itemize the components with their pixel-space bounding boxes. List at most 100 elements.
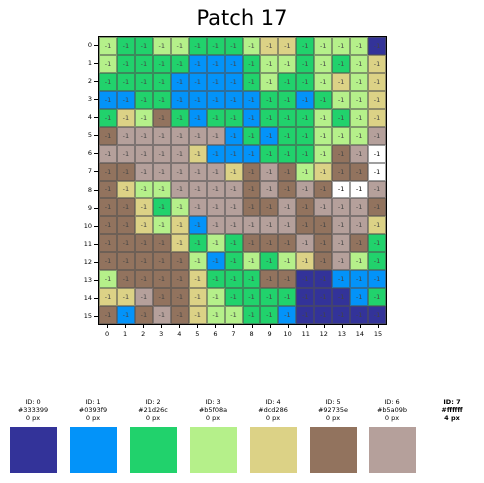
grid-cell: -1 <box>278 306 297 324</box>
grid-cell: -1 <box>116 306 135 324</box>
grid-cell: -1 <box>152 252 171 271</box>
grid-cell: -1 <box>188 108 207 127</box>
grid-cell: -1 <box>170 54 189 73</box>
legend-id: ID: 6 <box>384 398 400 406</box>
grid-cell: -1 <box>332 108 351 127</box>
grid-cell: -1 <box>350 108 369 127</box>
grid-cell: -1 <box>170 288 189 307</box>
x-tick-label: 4 <box>177 330 182 338</box>
grid-cell: -1 <box>152 288 171 307</box>
grid-cell: -1 <box>368 126 386 145</box>
grid-cell: -1 <box>242 180 261 199</box>
grid-cell: -1 <box>260 126 279 145</box>
grid-cell: -1 <box>134 270 153 289</box>
grid-cell: -1 <box>242 270 261 289</box>
x-tick-label: 9 <box>267 330 272 338</box>
grid-cell: -1 <box>188 37 207 55</box>
grid-cell: -1 <box>116 54 135 73</box>
grid-cell: -1 <box>188 234 207 253</box>
grid-cell: -1 <box>99 252 117 271</box>
grid-cell: -1 <box>332 234 351 253</box>
grid-cell: -1 <box>296 198 315 217</box>
grid-cell: -1 <box>260 306 279 324</box>
x-tick-label: 2 <box>141 330 146 338</box>
legend-item: ID: 0 #333399 0 px <box>3 398 63 473</box>
grid-cell: -1 <box>170 180 189 199</box>
x-tick-label: 14 <box>355 330 365 338</box>
grid-cell: -1 <box>314 306 333 324</box>
grid-cell: -1 <box>350 144 369 163</box>
grid-cell: -1 <box>314 54 333 73</box>
grid-cell: -1 <box>134 90 153 109</box>
grid-cell: -1 <box>260 252 279 271</box>
x-tick <box>197 325 199 328</box>
chart-title: Patch 17 <box>196 6 288 30</box>
grid-cell: -1 <box>134 252 153 271</box>
grid-cell: -1 <box>350 306 369 324</box>
grid-cell: -1 <box>278 90 297 109</box>
grid-cell: -1 <box>206 108 225 127</box>
grid-cell: -1 <box>296 216 315 235</box>
grid-cell: -1 <box>368 270 386 289</box>
grid-cell: -1 <box>350 90 369 109</box>
grid-cell: -1 <box>134 306 153 324</box>
grid-cell: -1 <box>188 162 207 181</box>
grid-cell: -1 <box>278 126 297 145</box>
x-tick-label: 7 <box>231 330 236 338</box>
grid-cell: -1 <box>260 162 279 181</box>
grid-cell: -1 <box>170 198 189 217</box>
legend-count: 0 px <box>265 414 281 422</box>
y-tick <box>94 315 98 317</box>
grid-cell: -1 <box>368 180 386 199</box>
grid-cell: -1 <box>296 126 315 145</box>
grid-cell: -1 <box>99 234 117 253</box>
grid-cell: -1 <box>296 54 315 73</box>
grid-cell: -1 <box>224 288 243 307</box>
grid-cell: -1 <box>368 252 386 271</box>
legend-id: ID: 1 <box>85 398 101 406</box>
grid-cell: -1 <box>314 72 333 91</box>
grid-cell: -1 <box>260 270 279 289</box>
grid-cell: -1 <box>368 54 386 73</box>
legend-swatch <box>129 427 177 473</box>
x-tick <box>179 325 181 328</box>
legend-count: 0 px <box>85 414 101 422</box>
grid-cell: -1 <box>260 180 279 199</box>
grid-cell: -1 <box>296 90 315 109</box>
grid-cell: -1 <box>206 126 225 145</box>
y-tick-label: 3 <box>87 95 92 104</box>
grid-cell: -1 <box>242 252 261 271</box>
grid-cell: -1 <box>170 37 189 55</box>
grid-cell: -1 <box>188 288 207 307</box>
grid-cell: -1 <box>206 54 225 73</box>
x-tick <box>107 325 109 328</box>
grid-cell: -1 <box>224 37 243 55</box>
y-tick <box>94 243 98 245</box>
y-tick-label: 9 <box>87 203 92 212</box>
y-tick <box>94 81 98 83</box>
grid-cell: -1 <box>152 162 171 181</box>
grid-cell: -1 <box>278 162 297 181</box>
grid-cell: -1 <box>260 90 279 109</box>
grid-cell: -1 <box>224 54 243 73</box>
grid-cell: -1 <box>278 288 297 307</box>
grid-cell: -1 <box>99 144 117 163</box>
grid-cell: -1 <box>242 37 261 55</box>
grid-cell: -1 <box>332 126 351 145</box>
x-tick <box>377 325 379 328</box>
grid-cell: -1 <box>242 288 261 307</box>
grid-cell: -1 <box>314 252 333 271</box>
grid-cell: -1 <box>224 72 243 91</box>
grid-cell: -1 <box>116 37 135 55</box>
grid-cell: -1 <box>116 198 135 217</box>
grid-cell: -1 <box>152 126 171 145</box>
grid-cell: -1 <box>278 234 297 253</box>
grid-cell: -1 <box>99 306 117 324</box>
grid-cell: -1 <box>116 72 135 91</box>
grid-cell: -1 <box>134 162 153 181</box>
legend-hex: #21d26c <box>138 406 168 414</box>
legend-item: ID: 3 #b5f08a 0 px <box>183 398 243 473</box>
grid-cell: -1 <box>134 180 153 199</box>
grid-cell: -1 <box>116 252 135 271</box>
grid-cell: -1 <box>99 198 117 217</box>
